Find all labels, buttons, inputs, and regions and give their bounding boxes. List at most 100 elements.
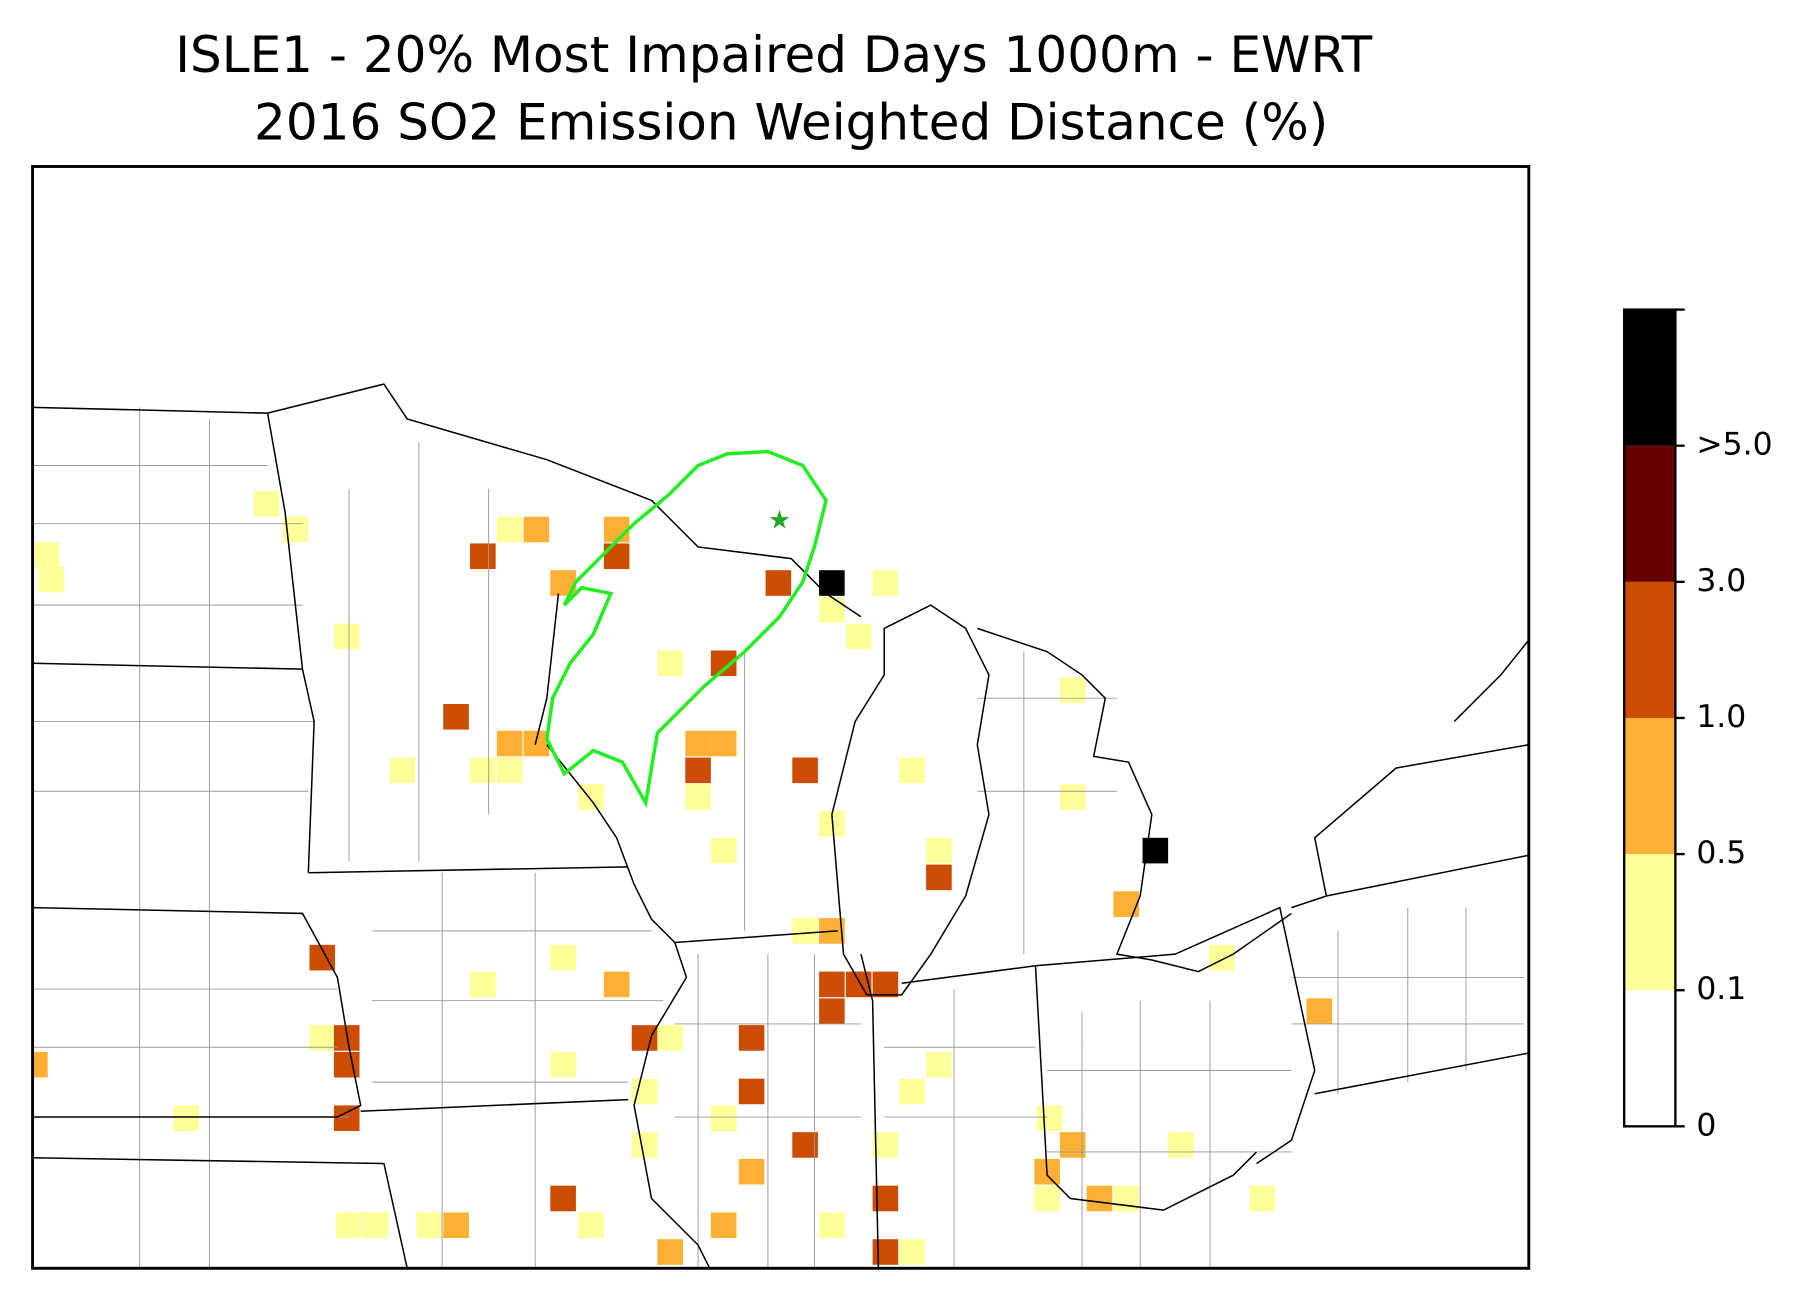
colorbar-segment: [1624, 990, 1676, 1127]
emission-cell: [819, 998, 845, 1024]
colorbar-tick-label: >5.0: [1696, 427, 1772, 463]
emission-cell: [578, 1212, 604, 1239]
emission-cell: [550, 944, 576, 971]
map-frame: [31, 165, 1531, 1270]
emission-cell: [603, 543, 630, 570]
emission-cell: [333, 1105, 360, 1131]
emission-cell: [470, 543, 496, 570]
emission-cell: [443, 704, 469, 730]
emission-cell: [1059, 784, 1086, 810]
emission-cell: [470, 971, 496, 998]
emission-cell: [738, 1158, 765, 1185]
emission-cell: [899, 757, 925, 784]
emission-cell: [1113, 1185, 1140, 1212]
emission-cell: [1208, 944, 1235, 971]
colorbar-segment: [1624, 309, 1676, 446]
emission-cells: [32, 491, 1333, 1265]
colorbar-frame: [1623, 308, 1677, 1128]
emission-cell: [523, 516, 550, 543]
emission-cell: [872, 971, 899, 998]
emission-cell: [631, 1025, 658, 1051]
emission-cell: [738, 1025, 765, 1051]
contour: [545, 449, 828, 809]
colorbar-segment: [1624, 581, 1676, 718]
emission-cell: [710, 730, 737, 757]
state-lines: [32, 383, 1529, 1269]
emission-cell: [173, 1105, 199, 1131]
emission-cell: [333, 1051, 360, 1078]
emission-cell: [738, 1078, 765, 1105]
title: ISLE1 - 20% Most Impaired Days 1000m - E…: [175, 26, 1372, 84]
emission-cell: [32, 1051, 48, 1078]
subtitle: 2016 SO2 Emission Weighted Distance (%): [254, 94, 1328, 152]
emission-cell: [1059, 677, 1086, 703]
emission-cell: [603, 516, 630, 543]
colorbar-segment: [1624, 854, 1676, 991]
emission-cell: [1086, 1185, 1113, 1212]
colorbar: 0 0.1 0.5 1.0 3.0 >5.0: [1623, 308, 1773, 1143]
emission-cell: [333, 623, 360, 650]
emission-cell: [657, 1239, 683, 1265]
emission-cell: [550, 1051, 576, 1078]
emission-cell: [470, 757, 496, 784]
emission-cell: [38, 566, 64, 593]
emission-cell: [872, 570, 899, 596]
emission-cell: [253, 491, 280, 517]
emission-cell: [496, 516, 523, 543]
emission-cell: [872, 1239, 899, 1265]
emission-cell: [792, 918, 818, 944]
emission-cell: [926, 837, 952, 864]
emission-cell: [685, 730, 711, 757]
emission-cell: [899, 1078, 925, 1105]
site-star: ★: [768, 505, 791, 535]
emission-cell: [33, 542, 60, 568]
emission-cell: [416, 1212, 443, 1239]
emission-cell: [496, 757, 523, 784]
emission-cell: [926, 864, 952, 891]
emission-cell: [336, 1212, 362, 1239]
emission-cell: [363, 1212, 389, 1239]
emission-cell: [389, 757, 416, 784]
emission-cell: [819, 570, 845, 596]
emission-cell: [1306, 998, 1333, 1024]
emission-cell: [792, 757, 818, 784]
emission-cell: [765, 570, 792, 596]
emission-cell: [1113, 891, 1140, 917]
colorbar-segment: [1624, 445, 1676, 582]
emission-cell: [1249, 1185, 1276, 1212]
colorbar-tick-label: 0: [1696, 1107, 1716, 1143]
emission-cell: [443, 1212, 469, 1239]
emission-cell: [819, 596, 845, 623]
emission-cell: [792, 1132, 818, 1158]
county-lines: [32, 407, 1525, 1269]
emission-cell: [523, 730, 550, 757]
emission-cell: [1059, 1132, 1086, 1158]
emission-cell: [899, 1239, 925, 1265]
emission-cell: [1168, 1132, 1194, 1158]
colorbar-tick-label: 1.0: [1696, 699, 1746, 735]
map: ★: [32, 383, 1529, 1269]
emission-cell: [710, 1212, 737, 1239]
emission-cell: [926, 1051, 952, 1078]
emission-cell: [819, 971, 845, 998]
emission-cell: [685, 757, 711, 784]
emission-cell: [309, 1025, 336, 1051]
emission-cell: [657, 1025, 683, 1051]
emission-cell: [685, 784, 711, 810]
emission-cell: [631, 1132, 658, 1158]
colorbar-tick-label: 3.0: [1696, 563, 1746, 599]
emission-cell: [845, 971, 872, 998]
emission-cell: [550, 1185, 576, 1212]
emission-cell: [496, 730, 523, 757]
colorbar-tick-label: 0.1: [1696, 971, 1746, 1007]
emission-cell: [1036, 1105, 1063, 1131]
emission-cell: [1034, 1185, 1060, 1212]
colorbar-tick-label: 0.5: [1696, 835, 1746, 871]
emission-cell: [603, 971, 630, 998]
emission-cell: [819, 1212, 845, 1239]
emission-cell: [845, 623, 872, 650]
emission-cell: [657, 650, 683, 677]
emission-cell: [872, 1132, 899, 1158]
colorbar-segment: [1624, 717, 1676, 855]
